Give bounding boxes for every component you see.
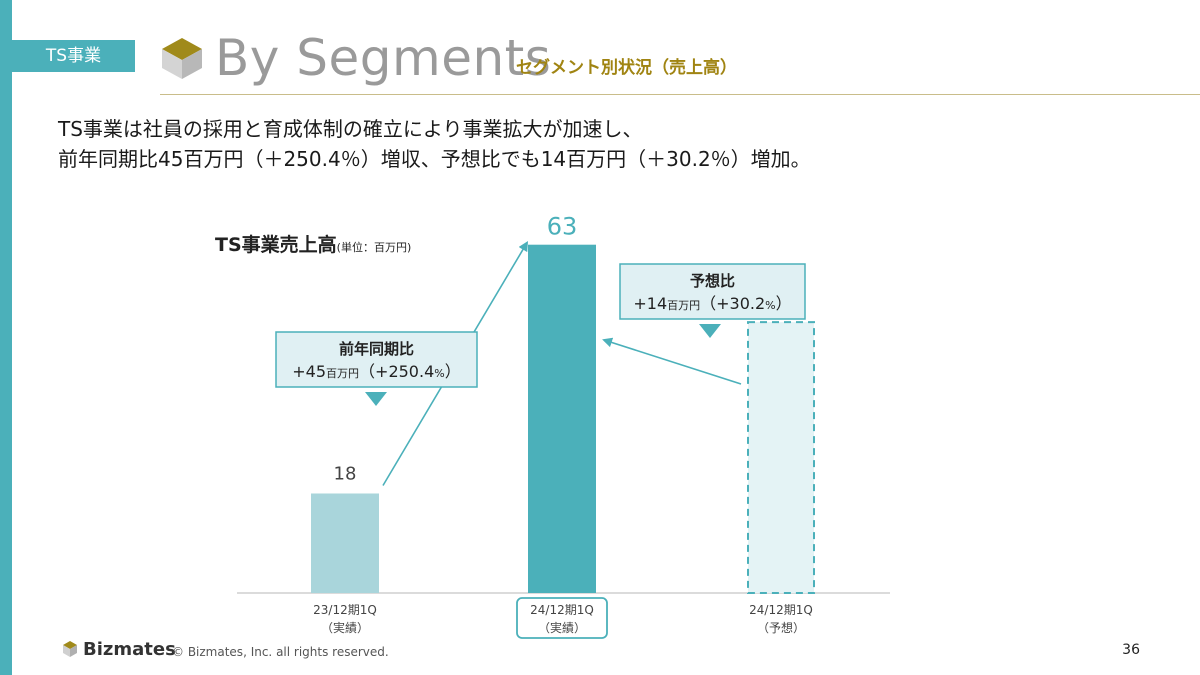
left-accent-bar	[0, 0, 12, 675]
data-label-1: 18	[334, 463, 357, 484]
x-tick-label-1-line-2: （実績）	[321, 620, 369, 635]
bar-3	[747, 321, 815, 594]
yoy-callout-pointer	[365, 392, 387, 406]
page-number: 36	[1122, 642, 1140, 658]
forecast-callout-pointer	[699, 324, 721, 338]
x-tick-label-2-line-2: （実績）	[538, 620, 586, 635]
data-label-2: 63	[547, 213, 578, 241]
forecast-callout-value: +14百万円（+30.2%）	[633, 294, 791, 313]
yoy-callout-box	[275, 331, 478, 388]
summary-line-2: 前年同期比45百万円（＋250.4％）増収、予想比でも14百万円（＋30.2％）…	[58, 147, 811, 171]
forecast-callout-box	[619, 263, 806, 320]
highlighted-category-frame	[516, 597, 608, 639]
footer-brand: Bizmates	[83, 639, 176, 660]
section-tag: TS事業	[12, 40, 135, 72]
footer-copyright: © Bizmates, Inc. all rights reserved.	[172, 645, 389, 659]
vs-forecast-arrow	[602, 337, 742, 385]
forecast-callout-title: 予想比	[690, 272, 735, 290]
title-divider	[160, 94, 1200, 95]
page-subtitle: セグメント別状況（売上高）	[516, 58, 737, 78]
yoy-callout-value: +45百万円（+250.4%）	[292, 362, 460, 381]
cube-logo-icon	[162, 38, 202, 79]
chart-title: TS事業売上高(単位：百万円)	[215, 233, 411, 260]
x-tick-label-3-line-1: 24/12期1Q	[749, 603, 813, 617]
x-tick-label-3-line-2: （予想）	[757, 620, 805, 635]
x-tick-label-2-line-1: 24/12期1Q	[530, 603, 594, 617]
yoy-callout-title: 前年同期比	[339, 340, 414, 358]
bar-2	[528, 244, 596, 593]
x-tick-label-1-line-1: 23/12期1Q	[313, 603, 377, 617]
chart-unit: (単位：百万円)	[336, 241, 412, 254]
summary-line-1: TS事業は社員の採用と育成体制の確立により事業拡大が加速し、	[58, 117, 643, 141]
chart-title-text: TS事業売上高	[215, 234, 337, 256]
bizmates-logo-icon	[63, 641, 77, 657]
summary-text: TS事業は社員の採用と育成体制の確立により事業拡大が加速し、 前年同期比45百万…	[58, 114, 811, 174]
bar-1	[311, 493, 379, 593]
page-title: By Segments	[215, 29, 552, 87]
